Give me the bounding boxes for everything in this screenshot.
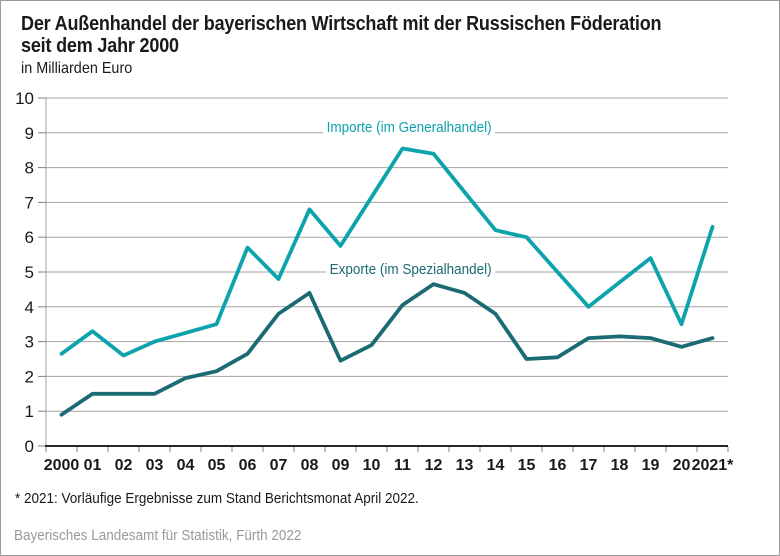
y-axis-label: 10: [15, 89, 34, 108]
x-axis-label: 02: [115, 457, 133, 474]
x-axis-label: 06: [239, 457, 257, 474]
y-axis-label: 4: [25, 298, 34, 317]
chart-unit-subtitle: in Milliarden Euro: [21, 60, 133, 77]
chart-title-line2: seit dem Jahr 2000: [21, 35, 179, 57]
series-line-importe: [59, 146, 715, 358]
x-axis-label: 17: [580, 457, 598, 474]
series-line-exporte: [59, 282, 715, 417]
x-axis-label: 11: [394, 457, 411, 474]
y-axis-label: 5: [25, 263, 34, 282]
x-axis-label: 18: [611, 457, 629, 474]
x-axis-label: 12: [425, 457, 443, 474]
y-axis-label: 3: [25, 333, 34, 352]
y-axis-label: 8: [25, 159, 34, 178]
x-axis-label: 08: [301, 457, 319, 474]
x-axis-label: 13: [456, 457, 474, 474]
x-axis-label: 03: [146, 457, 164, 474]
x-axis-label: 15: [518, 457, 536, 474]
x-axis-label: 07: [270, 457, 288, 474]
y-axis-label: 6: [25, 228, 34, 247]
y-axis-label: 0: [25, 437, 34, 456]
x-axis-label: 09: [332, 457, 350, 474]
series-label-importe: Importe (im Generalhandel): [323, 118, 496, 137]
series-label-exporte: Exporte (im Spezialhandel): [326, 260, 496, 279]
y-axis-label: 7: [25, 193, 34, 212]
x-axis-label: 01: [84, 457, 102, 474]
footnote: * 2021: Vorläufige Ergebnisse zum Stand …: [15, 490, 419, 507]
y-axis-label: 9: [25, 124, 34, 143]
x-axis-label: 2021*: [692, 457, 735, 474]
x-axis-label: 16: [549, 457, 567, 474]
y-axis-label: 1: [25, 402, 34, 421]
x-axis-label: 14: [487, 457, 505, 474]
chart-header: Der Außenhandel der bayerischen Wirtscha…: [21, 13, 662, 79]
x-axis-label: 20: [673, 457, 691, 474]
x-axis-label: 05: [208, 457, 226, 474]
x-axis-label: 19: [642, 457, 660, 474]
x-axis-label: 2000: [44, 457, 80, 474]
x-axis-label: 10: [363, 457, 381, 474]
chart-title-line1: Der Außenhandel der bayerischen Wirtscha…: [21, 13, 662, 35]
source-attribution: Bayerisches Landesamt für Statistik, Für…: [14, 527, 302, 544]
x-axis-label: 04: [177, 457, 195, 474]
y-axis-label: 2: [25, 367, 34, 386]
